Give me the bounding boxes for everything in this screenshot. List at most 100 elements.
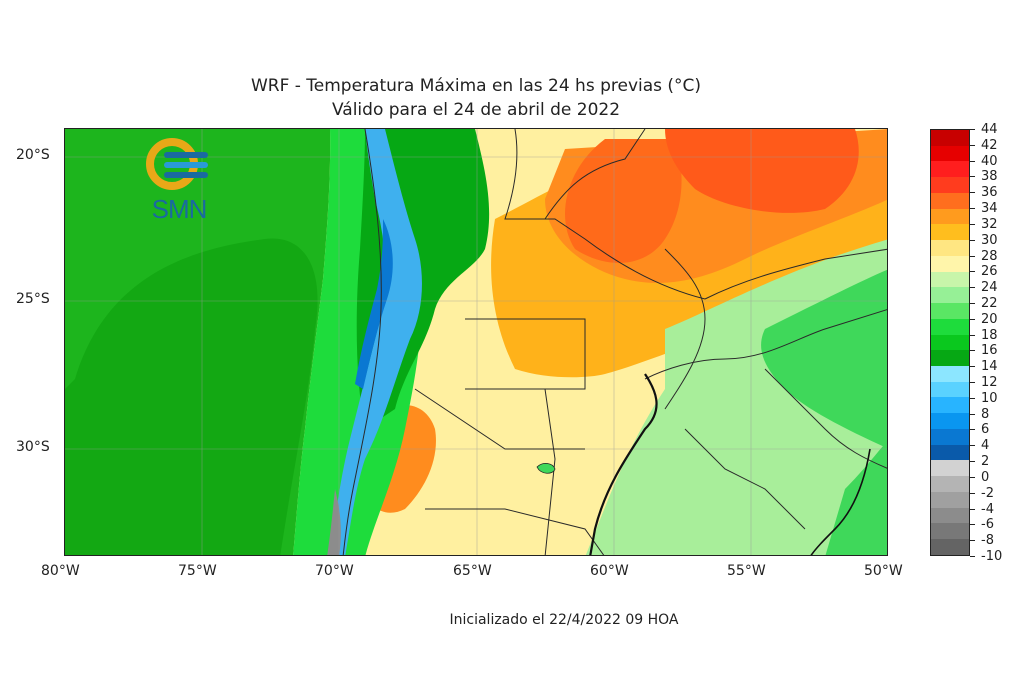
colorbar-tick — [970, 382, 975, 384]
map-canvas — [65, 129, 887, 555]
colorbar-tick — [970, 318, 975, 320]
x-tick-label: 80°W — [41, 563, 80, 579]
colorbar-tick — [970, 287, 975, 289]
colorbar-swatch — [931, 287, 969, 304]
colorbar-swatch — [931, 350, 969, 367]
y-tick-label: 25°S — [16, 291, 50, 307]
colorbar-tick — [970, 524, 975, 526]
colorbar-tick — [970, 350, 975, 352]
colorbar-tick — [970, 239, 975, 241]
colorbar-swatch — [931, 523, 969, 540]
colorbar-tick — [970, 413, 975, 415]
colorbar-swatch — [931, 476, 969, 492]
colorbar-label: 22 — [981, 295, 998, 311]
colorbar-label: 20 — [981, 311, 998, 327]
colorbar-label: 36 — [981, 185, 998, 201]
colorbar-label: 30 — [981, 232, 998, 248]
colorbar-tick — [970, 429, 975, 431]
colorbar-tick — [970, 302, 975, 304]
colorbar-swatch — [931, 224, 969, 241]
colorbar-tick — [970, 176, 975, 178]
lake-feature — [536, 463, 556, 474]
map-subtitle: Válido para el 24 de abril de 2022 — [331, 100, 621, 120]
colorbar-label: 0 — [981, 469, 990, 485]
colorbar — [930, 129, 970, 556]
colorbar-label: 26 — [981, 264, 998, 280]
colorbar-label: 28 — [981, 248, 998, 264]
colorbar-swatch — [931, 161, 969, 178]
colorbar-tick — [970, 445, 975, 447]
colorbar-label: 34 — [981, 201, 998, 217]
colorbar-tick — [970, 144, 975, 146]
hot-core-brazil — [665, 129, 859, 213]
colorbar-swatch — [931, 366, 969, 382]
colorbar-swatch — [931, 318, 969, 335]
colorbar-label: 4 — [981, 438, 990, 454]
colorbar-label: 16 — [981, 343, 998, 359]
colorbar-tick — [970, 271, 975, 273]
colorbar-label: -2 — [981, 485, 994, 501]
colorbar-swatch — [931, 303, 969, 319]
andes-freezing — [327, 489, 341, 555]
ocean-cool-region — [65, 238, 318, 555]
colorbar-tick — [970, 476, 975, 478]
colorbar-swatch — [931, 177, 969, 193]
x-tick-label: 75°W — [178, 563, 217, 579]
cool-east-highlands — [761, 269, 887, 449]
init-time-footer: Inicializado el 22/4/2022 09 HOA — [449, 612, 679, 628]
x-tick-label: 50°W — [864, 563, 903, 579]
colorbar-label: -4 — [981, 501, 994, 517]
colorbar-label: 14 — [981, 359, 998, 375]
colorbar-tick — [970, 129, 975, 130]
temperature-map — [64, 128, 888, 556]
parana-border — [589, 373, 658, 555]
colorbar-label: 6 — [981, 422, 990, 438]
colorbar-swatch — [931, 460, 969, 477]
colorbar-swatch — [931, 145, 969, 162]
colorbar-label: -6 — [981, 517, 994, 533]
map-title: WRF - Temperatura Máxima en las 24 hs pr… — [250, 76, 702, 96]
colorbar-tick — [970, 255, 975, 257]
colorbar-swatch — [931, 444, 969, 461]
colorbar-tick — [970, 223, 975, 225]
colorbar-tick — [970, 492, 975, 494]
colorbar-tick — [970, 397, 975, 399]
colorbar-swatch — [931, 208, 969, 225]
y-tick-label: 30°S — [16, 439, 50, 455]
colorbar-label: 12 — [981, 375, 998, 391]
colorbar-label: 44 — [981, 122, 998, 137]
colorbar-swatch — [931, 255, 969, 272]
colorbar-label: 8 — [981, 406, 990, 422]
colorbar-label: -8 — [981, 533, 994, 549]
colorbar-swatch — [931, 130, 969, 146]
colorbar-swatch — [931, 192, 969, 209]
political-borders — [342, 129, 887, 555]
x-tick-label: 65°W — [453, 563, 492, 579]
colorbar-swatch — [931, 539, 969, 555]
smn-logo: SMN — [144, 136, 214, 226]
colorbar-label: 38 — [981, 169, 998, 185]
colorbar-label: 32 — [981, 216, 998, 232]
colorbar-tick — [970, 461, 975, 463]
colorbar-swatch — [931, 491, 969, 508]
colorbar-swatch — [931, 397, 969, 414]
colorbar-swatch — [931, 413, 969, 429]
colorbar-label: 40 — [981, 153, 998, 169]
colorbar-tick — [970, 334, 975, 336]
atlantic-coastline — [810, 448, 871, 555]
colorbar-tick — [970, 540, 975, 542]
x-tick-label: 70°W — [315, 563, 354, 579]
smn-logo-text: SMN — [151, 194, 208, 224]
y-tick-label: 20°S — [16, 147, 50, 163]
colorbar-swatch — [931, 381, 969, 398]
smn-logo-mark — [146, 138, 208, 190]
colorbar-tick — [970, 508, 975, 510]
colorbar-label: 42 — [981, 137, 998, 153]
colorbar-label: 10 — [981, 390, 998, 406]
colorbar-swatch — [931, 428, 969, 445]
colorbar-swatch — [931, 507, 969, 524]
colorbar-tick — [970, 192, 975, 194]
andes-cold-core — [355, 219, 393, 389]
x-tick-label: 55°W — [727, 563, 766, 579]
colorbar-label: 2 — [981, 454, 990, 470]
